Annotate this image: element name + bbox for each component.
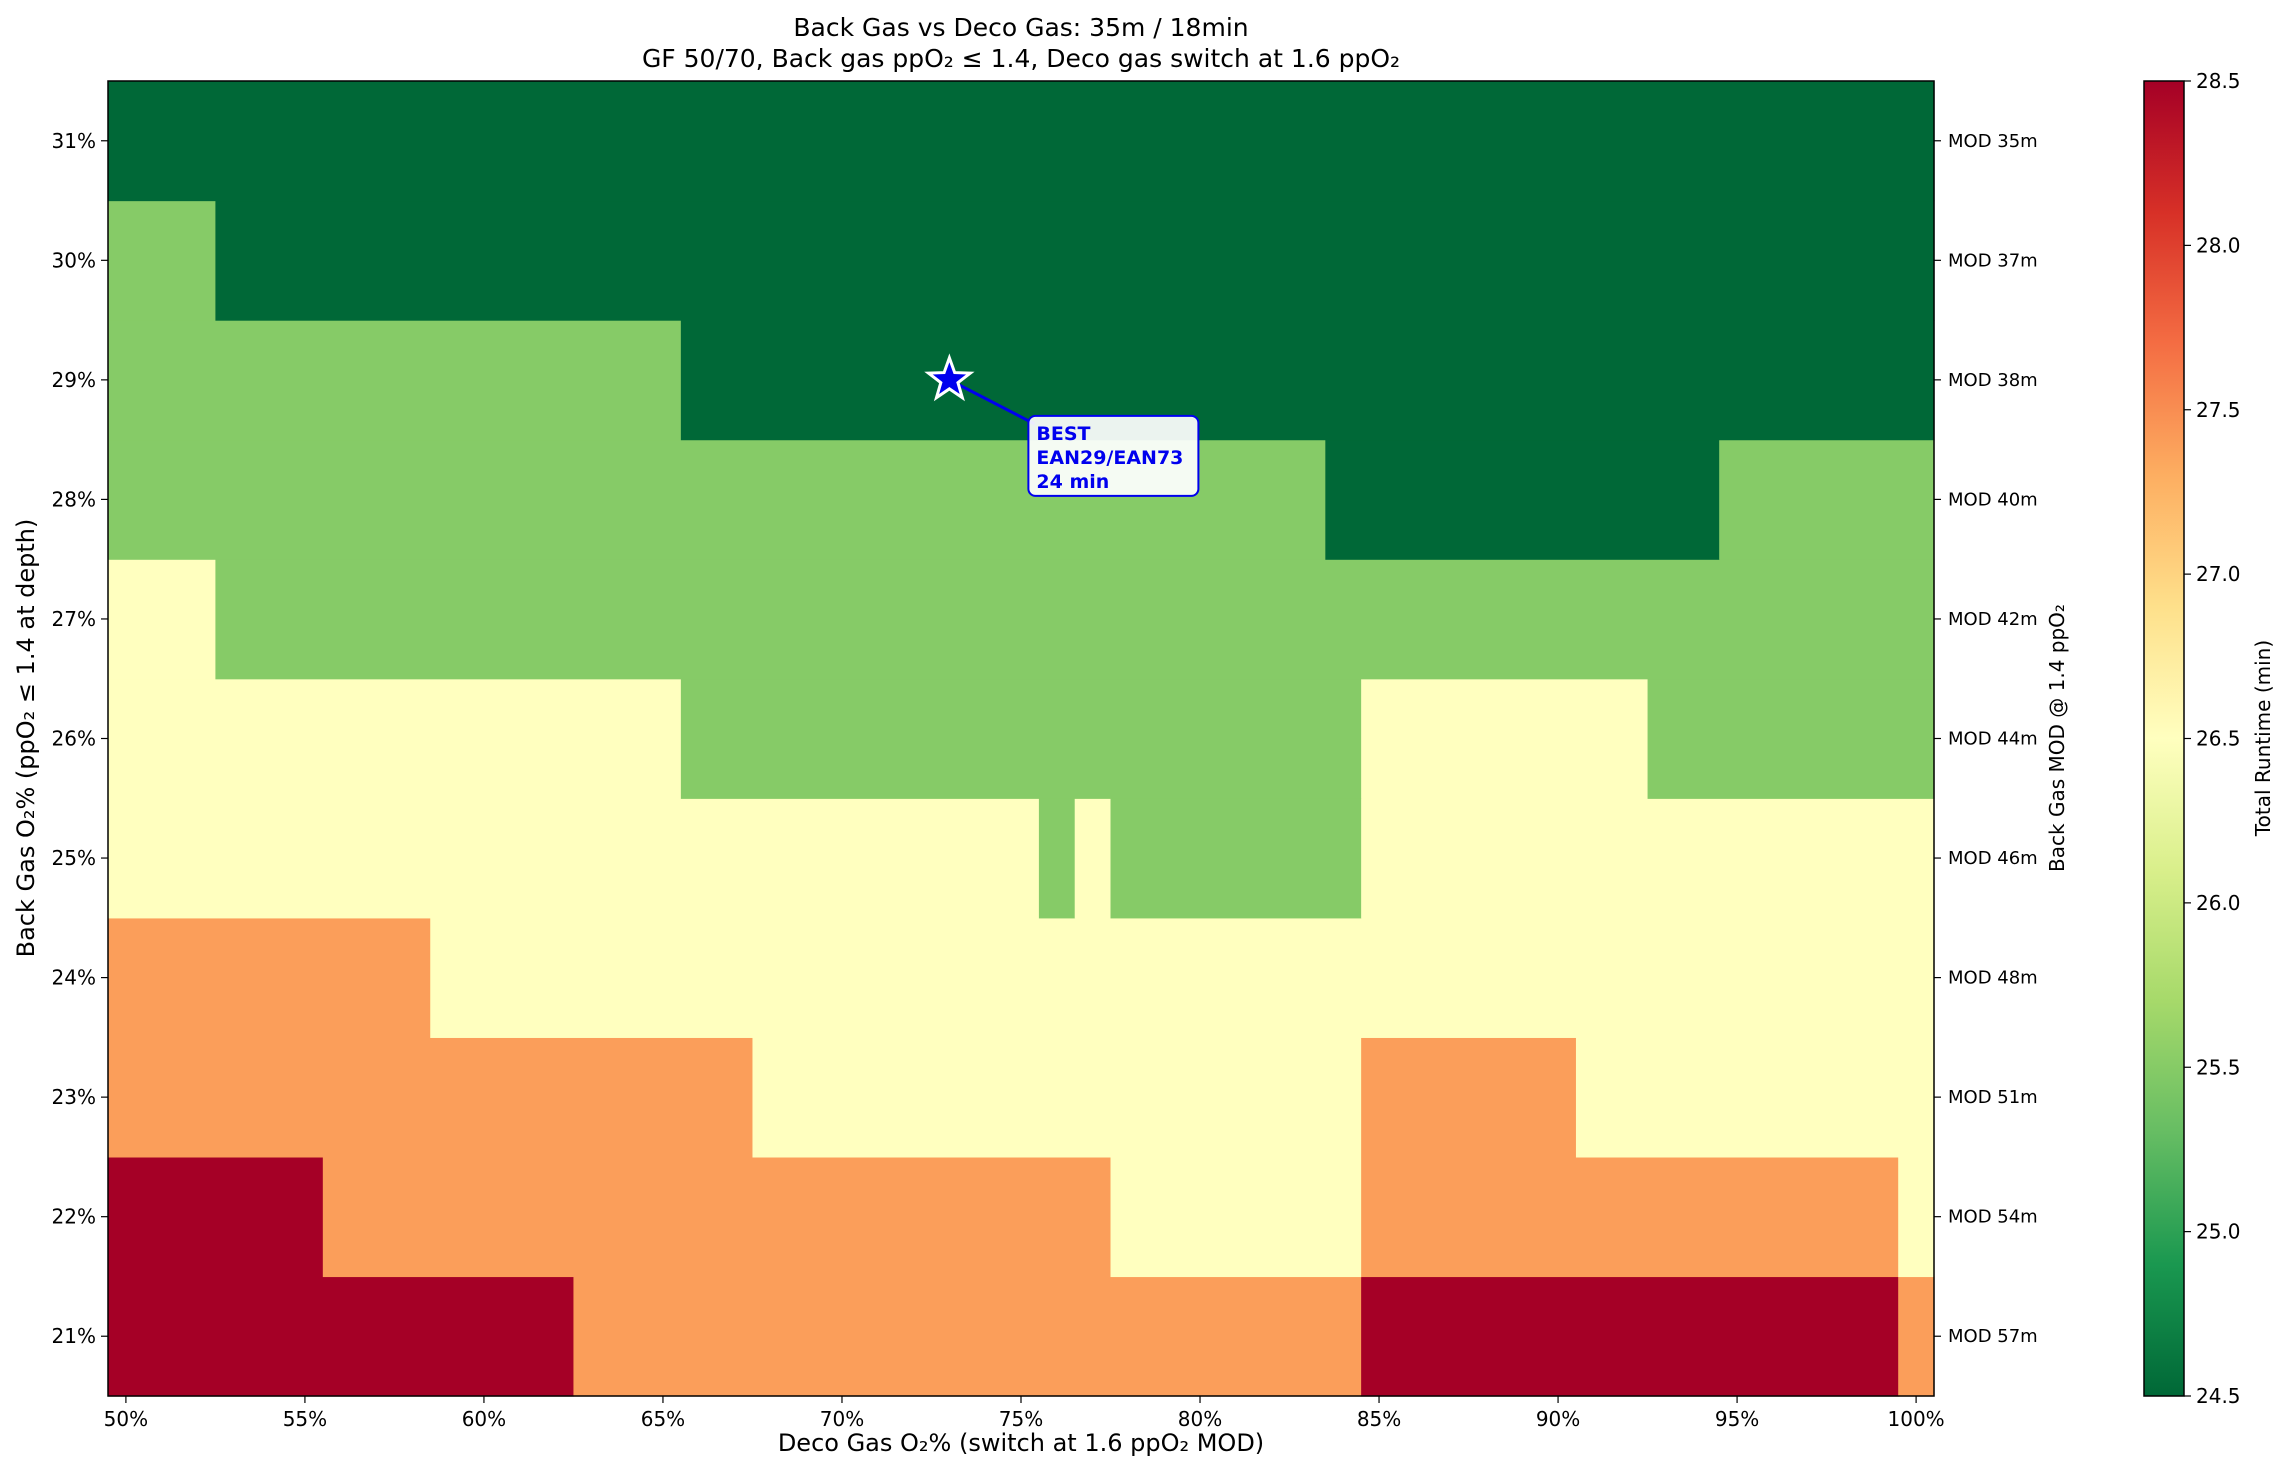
y2-tick-label: MOD 46m (1948, 848, 2038, 869)
colorbar-tick-label: 28.0 (2196, 233, 2241, 257)
heatmap-cell (1361, 798, 1935, 919)
colorbar-tick-label: 25.0 (2196, 1220, 2241, 1244)
heatmap-cell (1361, 1156, 1899, 1278)
colorbar-tick-label: 27.5 (2196, 398, 2241, 422)
best-annotation-arrow (948, 378, 1036, 426)
x-tick-label: 90% (1536, 1407, 1580, 1431)
heatmap-cell (1361, 1276, 1899, 1397)
x-tick-label: 75% (999, 1407, 1043, 1431)
heatmap-cell (215, 559, 1935, 680)
best-annotation-box (1027, 414, 1200, 497)
chart-subtitle: GF 50/70, Back gas ppO₂ ≤ 1.4, Deco gas … (642, 44, 1400, 73)
y-tick-label: 27% (52, 607, 96, 631)
heatmap-cell (1719, 439, 1935, 560)
y-tick-label: 31% (52, 129, 96, 153)
heatmap-cell (108, 798, 1040, 919)
x-tick-label: 85% (1357, 1407, 1401, 1431)
colorbar-tick-label: 26.5 (2196, 727, 2241, 751)
heatmap-cell (108, 200, 217, 321)
colorbar-tick-label: 24.5 (2196, 1384, 2241, 1408)
secondary-y-axis-ticks: MOD 57m MOD 54m MOD 51m MOD 48m MOD 46m MOD 4… (1934, 131, 2038, 1347)
heatmap-cell (680, 320, 1935, 441)
x-tick-label: 50% (104, 1407, 148, 1431)
y-tick-label: 26% (52, 727, 96, 751)
heatmap-cell (1325, 439, 1720, 560)
y2-tick-label: MOD 40m (1948, 489, 2038, 510)
heatmap-cell (322, 1156, 1112, 1278)
heatmap-cell (108, 559, 217, 680)
colorbar-tick-label: 25.5 (2196, 1055, 2241, 1079)
heatmap-cell (1361, 1037, 1577, 1158)
y-tick-label: 25% (52, 846, 96, 870)
heatmap-cells (108, 81, 1935, 1397)
y-axis-ticks: 21% 22% 23% 24% 25% 26% 27% 28% 29% 30% 31% (52, 129, 108, 1348)
heatmap-cell (1361, 678, 1649, 799)
heatmap-cell (108, 1276, 575, 1397)
heatmap-cell (1898, 1156, 1935, 1278)
y2-tick-label: MOD 37m (1948, 250, 2038, 271)
y-tick-label: 23% (52, 1085, 96, 1109)
heatmap-cell (1110, 1156, 1362, 1278)
heatmap-cell (1647, 678, 1935, 799)
best-annotation-text: 24 min (1036, 471, 1109, 493)
heatmap-cell (1110, 798, 1362, 919)
heatmap-cell (573, 1276, 1362, 1397)
heatmap-cell (1575, 1037, 1935, 1158)
heatmap-cell (108, 320, 682, 441)
x-axis-ticks: 50% 55% 60% 65% 70% 75% 80% 85% 90% 95% 100% (104, 1396, 1945, 1431)
y-tick-label: 29% (52, 368, 96, 392)
y-tick-label: 28% (52, 487, 96, 511)
y2-tick-label: MOD 54m (1948, 1207, 2038, 1228)
chart-title: Back Gas vs Deco Gas: 35m / 18min (793, 13, 1248, 42)
y-tick-label: 21% (52, 1324, 96, 1348)
heatmap-cell (215, 200, 1935, 321)
x-tick-label: 80% (1178, 1407, 1222, 1431)
heatmap-cell (108, 81, 1935, 202)
y-tick-label: 22% (52, 1205, 96, 1229)
colorbar-tick-label: 28.5 (2196, 69, 2241, 93)
y-axis-label: Back Gas O₂% (ppO₂ ≤ 1.4 at depth) (12, 519, 40, 958)
x-tick-label: 60% (462, 1407, 506, 1431)
y2-tick-label: MOD 51m (1948, 1087, 2038, 1108)
secondary-y-axis-label: Back Gas MOD @ 1.4 ppO₂ (2045, 604, 2069, 872)
y2-tick-label: MOD 35m (1948, 131, 2038, 152)
colorbar-label: Total Runtime (min) (2251, 640, 2275, 837)
y-tick-label: 30% (52, 248, 96, 272)
best-annotation-text: EAN29/EAN73 (1036, 447, 1183, 469)
best-star-icon (924, 353, 975, 402)
heatmap-cell (108, 1156, 324, 1278)
x-tick-label: 95% (1715, 1407, 1759, 1431)
best-annotation-text: BEST (1036, 423, 1090, 445)
colorbar (2143, 80, 2185, 1397)
y2-tick-label: MOD 38m (1948, 370, 2038, 391)
heatmap-cell (1074, 798, 1112, 919)
y2-tick-label: MOD 48m (1948, 968, 2038, 989)
heatmap-cell (108, 917, 431, 1038)
heatmap-cell (752, 1037, 1362, 1158)
x-axis-label: Deco Gas O₂% (switch at 1.6 ppO₂ MOD) (778, 1429, 1264, 1457)
colorbar-ticks: 24.5 25.0 25.5 26.0 26.5 27.0 27.5 28.0 28.5 (2184, 69, 2241, 1408)
heatmap-cell (430, 917, 1935, 1038)
x-tick-label: 100% (1888, 1407, 1945, 1431)
y2-tick-label: MOD 42m (1948, 609, 2038, 630)
y2-tick-label: MOD 57m (1948, 1326, 2038, 1347)
x-tick-label: 70% (820, 1407, 864, 1431)
heatmap-cell (108, 678, 682, 799)
colorbar-tick-label: 27.0 (2196, 562, 2241, 586)
heatmap-cell (680, 678, 1362, 799)
x-tick-label: 65% (641, 1407, 685, 1431)
colorbar-tick-label: 26.0 (2196, 891, 2241, 915)
heatmap-cell (1898, 1276, 1935, 1397)
y2-tick-label: MOD 44m (1948, 729, 2038, 750)
heatmap-cell (1038, 798, 1076, 919)
y-tick-label: 24% (52, 966, 96, 990)
heatmap-cell (108, 1037, 754, 1158)
x-tick-label: 55% (283, 1407, 327, 1431)
